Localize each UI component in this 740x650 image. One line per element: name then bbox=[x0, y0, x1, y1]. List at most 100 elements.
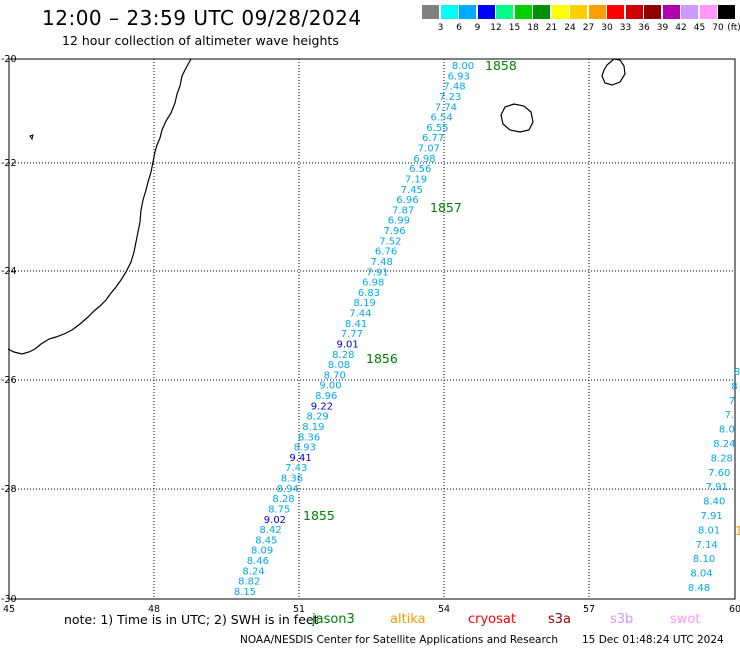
legend-label: 15 bbox=[508, 23, 521, 33]
legend-label: 6 bbox=[456, 23, 462, 33]
wave-height-value: 7.91 bbox=[701, 511, 723, 522]
wave-height-value: 8.15 bbox=[234, 587, 256, 598]
wave-height-value: 6.98 bbox=[413, 154, 435, 165]
wave-height-value: 7.07 bbox=[418, 144, 440, 155]
axis-labels: 45 48 51 54 57 60 -20 -22 -24 -26 -28 -30 bbox=[1, 54, 740, 615]
altimeter-track-west: 8.006.937.487.237.746.546.556.777.076.98… bbox=[234, 61, 474, 598]
wave-height-value: 8.40 bbox=[703, 497, 725, 508]
lat-tick-label: -30 bbox=[1, 594, 17, 605]
altimeter-track-east: 8 8 7 7. 8.0 8.24 8.28 7.60 7.91 8.40 7.91 8.01 7.14… bbox=[688, 367, 740, 594]
wave-height-value: 7.96 bbox=[383, 226, 405, 237]
wave-height-value: 8.19 bbox=[354, 298, 376, 309]
wave-height-value: 6.99 bbox=[388, 216, 410, 227]
wave-height-value: 8.94 bbox=[277, 484, 299, 495]
footer-timestamp: 15 Dec 01:48:24 UTC 2024 bbox=[582, 634, 724, 646]
pass-label: 1856 bbox=[366, 351, 398, 366]
legend-label: 18 bbox=[527, 23, 539, 33]
lon-tick-label: 45 bbox=[3, 604, 15, 615]
wave-height-value: 8.96 bbox=[315, 391, 337, 402]
wave-height-value: 7.43 bbox=[285, 463, 307, 474]
legend-label: 39 bbox=[656, 23, 669, 33]
wave-height-value: 8.45 bbox=[255, 535, 277, 546]
legend-swatch bbox=[588, 5, 606, 19]
legend-swatch bbox=[607, 5, 624, 19]
lon-tick-label: 57 bbox=[583, 604, 595, 615]
reunion-island bbox=[500, 103, 534, 133]
wave-height-value: 7.19 bbox=[405, 174, 427, 185]
map-frame bbox=[8, 58, 736, 600]
wave-height-value: 8.48 bbox=[688, 583, 710, 594]
legend-unit: (ft) bbox=[727, 23, 740, 33]
wave-height-value: 7.45 bbox=[401, 185, 423, 196]
wave-height-value: 7.52 bbox=[379, 236, 401, 247]
lon-tick-label: 51 bbox=[293, 604, 305, 615]
wave-height-value: 8.41 bbox=[345, 319, 367, 330]
wave-height-value: 8.28 bbox=[272, 494, 294, 505]
wave-height-value: 7.91 bbox=[706, 482, 728, 493]
wave-height-value: 7.23 bbox=[439, 92, 461, 103]
wave-height-value: 7.60 bbox=[708, 468, 730, 479]
mission-label: s3a bbox=[548, 612, 572, 627]
wave-height-value: 8.70 bbox=[324, 370, 346, 381]
wave-height-value: 8.28 bbox=[332, 350, 354, 361]
legend-label: 70 bbox=[712, 23, 724, 33]
mission-label: jason3 bbox=[312, 612, 355, 627]
footer-credit: NOAA/NESDIS Center for Satellite Applica… bbox=[240, 634, 558, 646]
legend-swatch bbox=[496, 5, 513, 19]
wave-height-value: 8.28 bbox=[711, 453, 733, 464]
mission-label: cryosat bbox=[468, 612, 516, 627]
wave-height-value: 8.24 bbox=[713, 439, 735, 450]
lon-tick-label: 54 bbox=[438, 604, 450, 615]
lon-tick-label: 60 bbox=[729, 604, 740, 615]
wave-height-value: 8 bbox=[731, 381, 737, 392]
legend-swatch bbox=[533, 5, 550, 19]
wave-height-value: 7.77 bbox=[341, 329, 363, 340]
wave-height-value: 8.24 bbox=[242, 566, 264, 577]
legend-swatch bbox=[718, 5, 735, 19]
legend-swatch bbox=[681, 5, 698, 19]
legend-label: 30 bbox=[601, 23, 613, 33]
mission-label: swot bbox=[670, 612, 701, 627]
wave-height-value: 8.42 bbox=[260, 525, 282, 536]
wave-height-value: 7.91 bbox=[366, 267, 388, 278]
wave-height-value: 9.02 bbox=[264, 515, 286, 526]
legend-label: 21 bbox=[545, 23, 558, 33]
wave-height-value: 8.01 bbox=[698, 525, 720, 536]
legend-label: 12 bbox=[490, 23, 502, 33]
legend-swatch bbox=[459, 5, 476, 19]
pass-label: 1857 bbox=[430, 200, 462, 215]
wave-height-value: 7.14 bbox=[695, 540, 717, 551]
wave-height-value: 6.96 bbox=[396, 195, 418, 206]
wave-height-value: 9.41 bbox=[289, 453, 311, 464]
wave-height-value: 8 bbox=[734, 367, 740, 378]
legend-label: 3 bbox=[437, 23, 444, 33]
mission-label: s3b bbox=[610, 612, 634, 627]
legend-label: 27 bbox=[582, 23, 595, 33]
wave-height-value: 7 bbox=[729, 396, 735, 407]
wave-height-value: 6.83 bbox=[358, 288, 380, 299]
legend-swatch bbox=[625, 5, 643, 19]
wave-height-value: 7.48 bbox=[371, 257, 393, 268]
pass-label: 1858 bbox=[485, 58, 517, 73]
wave-height-value: 6.55 bbox=[426, 123, 448, 134]
page-subtitle: 12 hour collection of altimeter wave hei… bbox=[62, 33, 339, 48]
wave-height-value: 6.77 bbox=[422, 133, 444, 144]
wave-height-value: 8.0 bbox=[719, 425, 735, 436]
wave-height-value: 7.48 bbox=[443, 82, 465, 93]
wave-height-value: 8.36 bbox=[281, 474, 303, 485]
small-island bbox=[29, 134, 34, 141]
lat-tick-label: -26 bbox=[1, 375, 17, 386]
legend-swatch bbox=[477, 5, 495, 19]
pass-label: 1855 bbox=[303, 508, 335, 523]
wave-height-value: 8.00 bbox=[452, 61, 474, 72]
legend-label: 45 bbox=[693, 23, 706, 33]
pass-number-labels: 1858 1857 1856 1855 bbox=[303, 58, 517, 523]
wave-height-value: 8.36 bbox=[298, 432, 320, 443]
wave-height-value: 7. bbox=[725, 410, 735, 421]
legend-swatch bbox=[422, 5, 439, 19]
wave-height-value: 6.98 bbox=[362, 278, 384, 289]
wave-height-value: 6.54 bbox=[430, 113, 452, 124]
legend-swatch bbox=[440, 5, 458, 19]
wave-height-value: 7.44 bbox=[349, 309, 371, 320]
